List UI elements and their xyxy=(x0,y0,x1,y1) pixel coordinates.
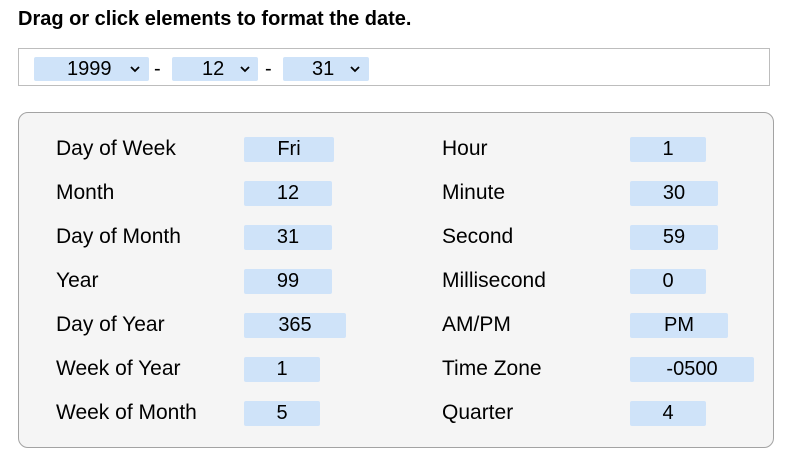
format-token-day[interactable]: 31 xyxy=(283,57,369,81)
chevron-down-icon[interactable] xyxy=(239,64,251,74)
chip-quarter[interactable]: 4 xyxy=(630,401,706,426)
date-format-bar[interactable]: 1999 - 12 - 31 xyxy=(18,48,770,86)
chevron-down-icon[interactable] xyxy=(129,64,141,74)
chip-minute[interactable]: 30 xyxy=(630,181,718,206)
chip-time-zone[interactable]: -0500 xyxy=(630,357,754,382)
label-day-of-year: Day of Year xyxy=(56,313,165,336)
label-day-of-week: Day of Week xyxy=(56,137,176,160)
chip-day-of-week[interactable]: Fri xyxy=(244,137,334,162)
label-millisecond: Millisecond xyxy=(442,269,546,292)
format-token-year-label: 1999 xyxy=(67,58,112,80)
format-token-day-label: 31 xyxy=(312,58,335,80)
format-separator: - xyxy=(154,58,161,80)
label-minute: Minute xyxy=(442,181,506,204)
label-day-of-month: Day of Month xyxy=(56,225,181,248)
format-separator: - xyxy=(265,58,272,80)
chip-am-pm[interactable]: PM xyxy=(630,313,728,338)
date-elements-panel: Day of Week Fri Month 12 Day of Month 31… xyxy=(18,112,774,448)
chip-month[interactable]: 12 xyxy=(244,181,332,206)
label-week-of-year: Week of Year xyxy=(56,357,181,380)
label-second: Second xyxy=(442,225,514,248)
format-token-year[interactable]: 1999 xyxy=(34,57,149,81)
format-token-month[interactable]: 12 xyxy=(172,57,258,81)
chip-week-of-year[interactable]: 1 xyxy=(244,357,320,382)
label-week-of-month: Week of Month xyxy=(56,401,197,424)
chip-week-of-month[interactable]: 5 xyxy=(244,401,320,426)
label-year: Year xyxy=(56,269,99,292)
chip-second[interactable]: 59 xyxy=(630,225,718,250)
page-title: Drag or click elements to format the dat… xyxy=(18,8,412,30)
chevron-down-icon[interactable] xyxy=(349,64,361,74)
chip-day-of-month[interactable]: 31 xyxy=(244,225,332,250)
chip-year[interactable]: 99 xyxy=(244,269,332,294)
label-quarter: Quarter xyxy=(442,401,514,424)
chip-millisecond[interactable]: 0 xyxy=(630,269,706,294)
label-time-zone: Time Zone xyxy=(442,357,542,380)
format-token-month-label: 12 xyxy=(202,58,225,80)
chip-hour[interactable]: 1 xyxy=(630,137,706,162)
chip-day-of-year[interactable]: 365 xyxy=(244,313,346,338)
label-month: Month xyxy=(56,181,115,204)
label-hour: Hour xyxy=(442,137,488,160)
label-am-pm: AM/PM xyxy=(442,313,511,336)
